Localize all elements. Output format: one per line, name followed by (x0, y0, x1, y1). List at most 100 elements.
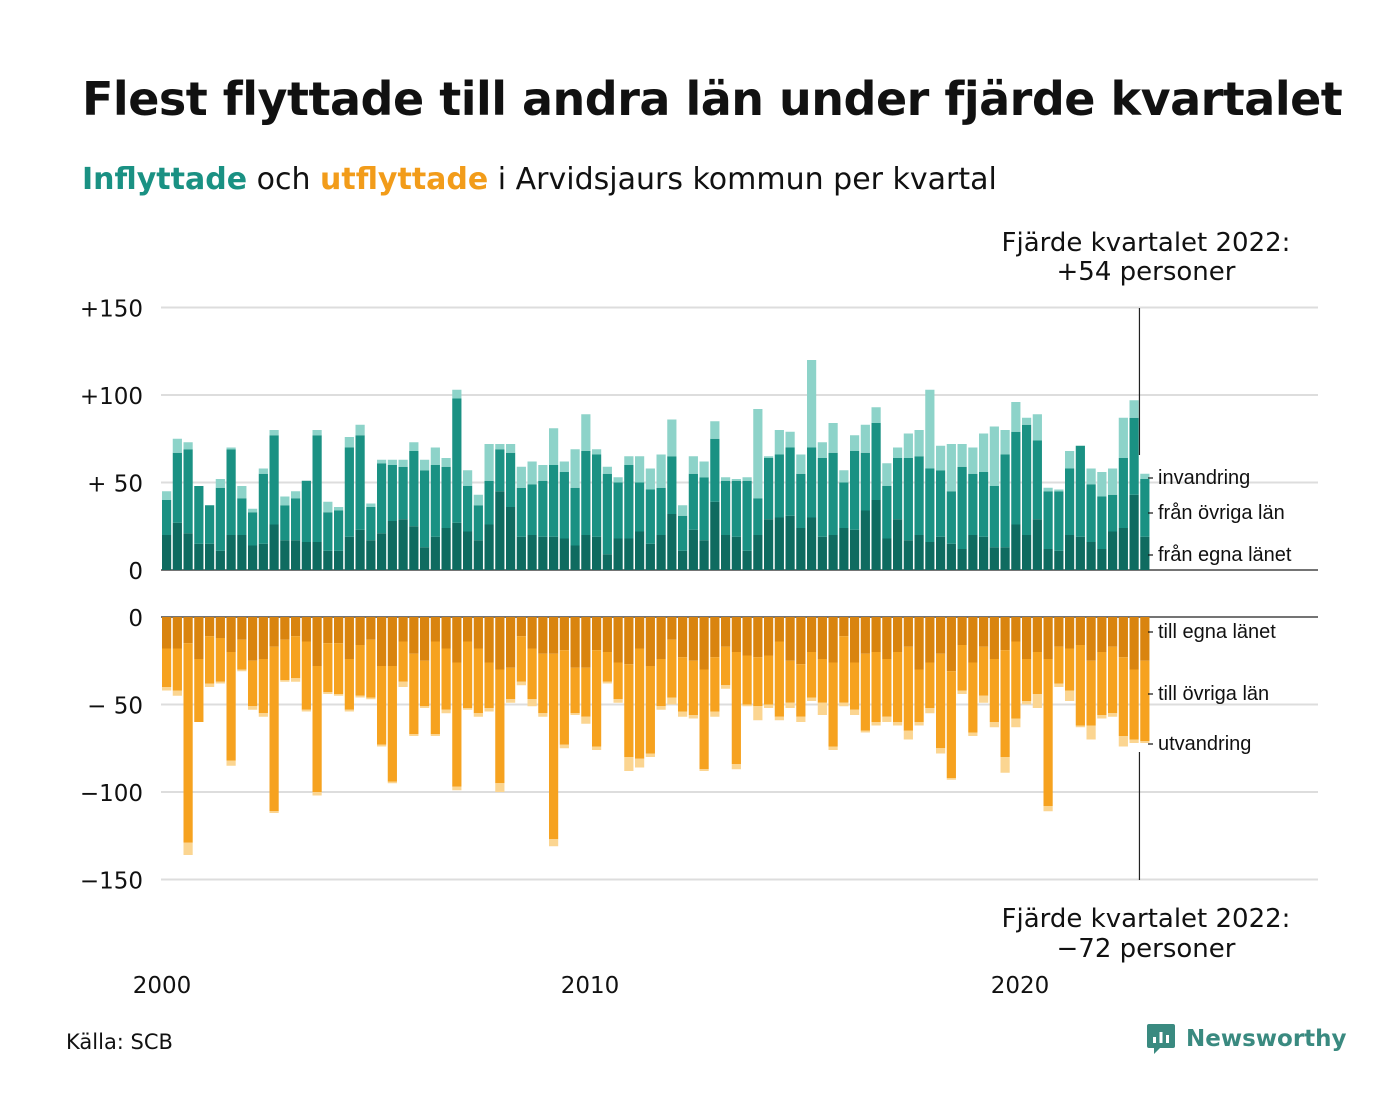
bar-in-other (1118, 458, 1128, 528)
bar-out-other (850, 662, 860, 710)
bar-out-emigration (989, 722, 999, 728)
bar-out-local (731, 617, 741, 652)
bar-out-emigration (409, 734, 419, 736)
bar-out-other (237, 639, 247, 670)
series-label-bottom: utvandring (1158, 733, 1251, 755)
bar-in-immigration (936, 445, 946, 471)
bar-in-immigration (893, 447, 903, 458)
y-tick-label-bottom: −100 (80, 781, 143, 807)
bar-in-other (280, 505, 290, 541)
bar-out-emigration (398, 681, 408, 687)
bar-out-other (989, 659, 999, 722)
bar-out-local (409, 617, 419, 654)
bar-out-local (355, 617, 365, 645)
bar-in-other (1032, 440, 1042, 520)
bar-in-local (172, 522, 182, 570)
bar-in-immigration (817, 442, 827, 458)
bar-in-other (1108, 494, 1118, 532)
subtitle-inflyttade: Inflyttade (82, 162, 248, 197)
bar-in-immigration (183, 442, 193, 450)
bar-out-emigration (215, 681, 225, 684)
bar-in-immigration (796, 454, 806, 474)
bar-in-local (635, 531, 645, 570)
bar-in-other (237, 498, 247, 535)
bar-in-other (312, 435, 322, 542)
bar-in-other (291, 498, 301, 541)
bar-in-local (1118, 528, 1128, 570)
bar-out-emigration (377, 744, 387, 747)
x-tick-label: 2000 (133, 973, 192, 999)
bar-in-local (312, 542, 322, 570)
bar-in-local (839, 528, 849, 570)
bar-in-local (1022, 535, 1032, 570)
bar-out-emigration (248, 706, 258, 710)
bar-out-local (635, 617, 645, 649)
bar-out-other (936, 653, 946, 749)
bar-out-local (538, 617, 548, 654)
bar-out-other (796, 664, 806, 717)
bar-out-other (205, 636, 215, 684)
bar-in-local (248, 545, 258, 570)
chart-subtitle: Inflyttade och utflyttade i Arvidsjaurs … (82, 162, 1342, 197)
bar-out-local (312, 617, 322, 666)
bar-out-local (893, 617, 903, 652)
bar-in-local (215, 550, 225, 570)
bar-out-other (280, 639, 290, 680)
bar-in-local (613, 538, 623, 570)
bar-in-local (1032, 519, 1042, 570)
bar-out-other (731, 652, 741, 764)
bar-out-local (1054, 617, 1064, 647)
bar-out-local (903, 617, 913, 647)
bar-in-immigration (398, 459, 408, 467)
bar-out-local (764, 617, 774, 656)
bar-out-emigration (452, 786, 462, 791)
bar-out-local (258, 617, 268, 659)
bar-in-other (1065, 468, 1075, 535)
bar-out-other (269, 646, 279, 812)
bar-out-emigration (1108, 713, 1118, 717)
bar-out-local (1043, 617, 1053, 659)
bar-in-local (183, 533, 193, 570)
bar-out-emigration (1097, 715, 1107, 719)
bar-in-immigration (473, 494, 483, 506)
bar-in-other (936, 470, 946, 537)
bar-in-local (226, 535, 236, 570)
bar-in-immigration (731, 479, 741, 481)
source-note: Källa: SCB (66, 1030, 173, 1054)
bar-out-emigration (1043, 806, 1053, 812)
bar-out-emigration (344, 709, 354, 712)
bar-out-local (979, 617, 989, 647)
bar-out-emigration (635, 758, 645, 768)
bar-in-local (344, 536, 354, 570)
bar-out-local (742, 617, 752, 656)
bar-in-local (699, 540, 709, 570)
bar-in-local (1065, 535, 1075, 570)
bar-out-emigration (366, 697, 376, 700)
bar-out-emigration (301, 709, 311, 712)
bar-in-immigration (559, 461, 569, 472)
bar-out-local (495, 617, 505, 670)
bar-out-other (1011, 641, 1021, 719)
bar-out-local (527, 617, 537, 649)
bar-out-emigration (602, 681, 612, 684)
bar-out-local (344, 617, 354, 659)
bar-out-local (1108, 617, 1118, 647)
bar-in-local (710, 501, 720, 570)
bar-out-other (699, 669, 709, 770)
bar-out-local (1086, 617, 1096, 661)
bar-out-other (1118, 657, 1128, 736)
bar-in-other (495, 449, 505, 492)
bar-out-emigration (645, 753, 655, 757)
bar-out-local (570, 617, 580, 668)
bar-in-immigration (291, 491, 301, 499)
bar-out-local (699, 617, 709, 670)
bar-out-other (785, 660, 795, 703)
bar-out-emigration (559, 744, 569, 749)
bar-out-other (344, 659, 354, 710)
bar-in-local (473, 540, 483, 570)
bar-out-other (1000, 650, 1010, 757)
bar-out-other (1032, 652, 1042, 694)
bar-in-other (473, 505, 483, 541)
bar-out-emigration (527, 699, 537, 707)
bar-in-other (613, 482, 623, 539)
